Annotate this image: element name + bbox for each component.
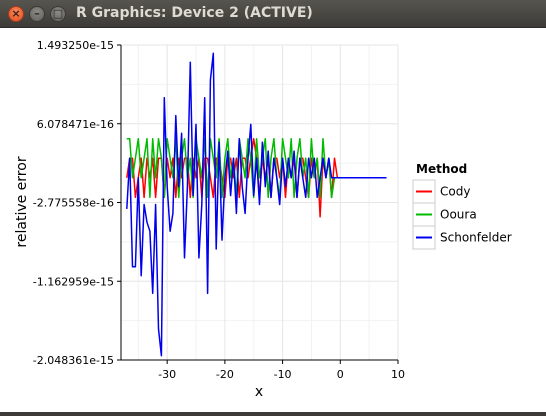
series-line-schonfelder	[126, 52, 387, 357]
window-title: R Graphics: Device 2 (ACTIVE)	[76, 5, 313, 21]
legend-entry-label: Schonfelder	[440, 231, 512, 245]
x-tick-label: 10	[391, 368, 405, 381]
y-axis-label: relative error	[14, 156, 30, 247]
y-tick-label: -2.775558e-16	[33, 197, 114, 210]
legend-entry-label: Cody	[440, 185, 470, 199]
y-tick-label: -1.162959e-15	[33, 275, 114, 288]
legend-title: Method	[416, 162, 467, 176]
chart-svg: -2.048361e-15 -1.162959e-15 -2.775558e-16 6…	[14, 39, 512, 400]
y-tick-label: -2.048361e-15	[33, 354, 114, 367]
y-ticks: -2.048361e-15 -1.162959e-15 -2.775558e-16 6…	[33, 39, 121, 367]
series-layer	[126, 52, 387, 357]
maximize-icon[interactable]: □	[50, 6, 66, 22]
x-tick-label: 0	[337, 368, 344, 381]
x-tick-label: -20	[216, 368, 234, 381]
legend-entry-label: Ooura	[440, 208, 477, 222]
y-tick-label: 6.078471e-16	[37, 118, 114, 131]
y-tick-label: 1.493250e-15	[37, 39, 114, 52]
window-titlebar[interactable]: × – □ R Graphics: Device 2 (ACTIVE)	[0, 0, 546, 28]
minimize-icon[interactable]: –	[29, 6, 45, 22]
x-tick-label: -10	[274, 368, 292, 381]
x-tick-label: -30	[158, 368, 176, 381]
legend: Method Cody Ooura Schonfelder	[412, 162, 512, 250]
close-icon[interactable]: ×	[8, 6, 24, 22]
x-axis-label: x	[255, 384, 263, 400]
x-ticks: -30 -20 -10 0 10	[158, 360, 405, 381]
plot-area: -2.048361e-15 -1.162959e-15 -2.775558e-16 6…	[0, 28, 546, 412]
